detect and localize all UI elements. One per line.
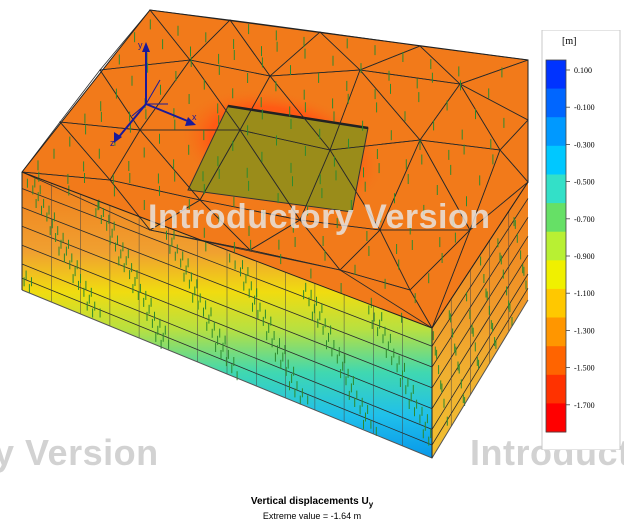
axis-triad: y x z: [110, 40, 197, 148]
watermark-bottom-left: y Version: [0, 432, 159, 473]
caption-title: Vertical displacements Uy: [250, 496, 374, 509]
legend-label: -0.300: [574, 140, 595, 149]
legend-swatch: [546, 174, 566, 204]
legend-swatch: [546, 203, 566, 233]
axis-label-x: x: [192, 112, 197, 122]
result-caption: Vertical displacements Uy Extreme value …: [0, 496, 624, 521]
legend-swatch: [546, 145, 566, 175]
model-edges: [21, 9, 529, 329]
legend-label: 0.100: [574, 66, 592, 75]
legend-label: -1.300: [574, 326, 595, 335]
legend-tick-labels: 0.100 -0.100 -0.300 -0.500 -0.700 -0.900 -1.10…: [566, 66, 595, 410]
axis-label-y: y: [138, 40, 143, 50]
legend-label: -0.100: [574, 103, 595, 112]
caption-extreme-value: Extreme value = -1.64 m: [262, 511, 362, 521]
axis-label-z: z: [110, 138, 115, 148]
legend-swatch: [546, 260, 566, 290]
model-right-face: [432, 182, 528, 458]
legend-color-bar: [545, 59, 567, 433]
legend-swatch: [546, 117, 566, 147]
finite-element-mesh: [21, 9, 529, 329]
legend-swatch: [546, 403, 566, 433]
legend-swatch: [546, 88, 566, 118]
legend-swatch: [546, 231, 566, 261]
legend-swatch: [546, 374, 566, 404]
legend-label: -1.100: [574, 289, 595, 298]
legend-label: -1.700: [574, 401, 595, 410]
color-legend: 0.100 -0.100 -0.300 -0.500 -0.700 -0.900 -1.10…: [541, 30, 621, 450]
legend-unit: [m]: [562, 36, 576, 47]
model-viewport[interactable]: y x z: [0, 0, 624, 470]
legend-label: -0.500: [574, 178, 595, 187]
watermark-center: Introductory Version: [148, 198, 491, 236]
displacement-vectors: [21, 19, 527, 446]
legend-label: -0.900: [574, 252, 595, 261]
legend-swatch: [546, 288, 566, 318]
legend-label: -0.700: [574, 215, 595, 224]
legend-swatch: [546, 346, 566, 376]
legend-swatch: [546, 317, 566, 347]
legend-label: -1.500: [574, 364, 595, 373]
legend-swatch: [546, 60, 566, 90]
